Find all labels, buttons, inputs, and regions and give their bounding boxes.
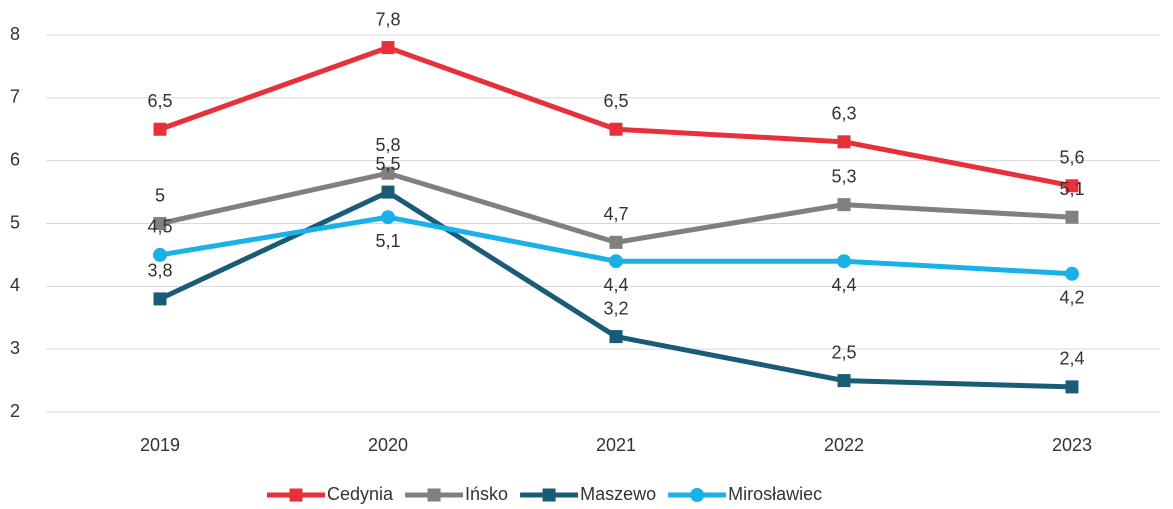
data-label: 6,5 <box>147 91 172 111</box>
data-label: 4,4 <box>603 275 628 295</box>
data-label: 5,1 <box>375 231 400 251</box>
y-tick-label: 3 <box>10 338 20 358</box>
y-tick-label: 8 <box>10 24 20 44</box>
marker <box>609 122 623 136</box>
legend-label: Cedynia <box>327 484 394 504</box>
data-label: 7,8 <box>375 9 400 29</box>
x-tick-label: 2022 <box>824 435 864 455</box>
marker <box>1065 266 1079 281</box>
marker <box>153 217 167 230</box>
data-label: 6,3 <box>831 104 856 124</box>
data-label: 2,4 <box>1059 349 1084 369</box>
data-label: 3,8 <box>147 261 172 281</box>
marker <box>153 122 167 136</box>
series-line <box>159 45 1073 189</box>
data-label: 5,3 <box>831 166 856 186</box>
y-tick-label: 5 <box>10 212 20 232</box>
legend-label: Mirosławiec <box>728 484 822 504</box>
data-label: 4,2 <box>1059 288 1084 308</box>
legend-label: Ińsko <box>465 484 508 504</box>
data-label: 5,8 <box>375 135 400 155</box>
data-label: 2,5 <box>831 342 856 362</box>
marker <box>381 185 395 199</box>
legend-label: Maszewo <box>580 484 656 504</box>
x-tick-label: 2023 <box>1052 435 1092 455</box>
y-tick-label: 4 <box>10 275 20 295</box>
marker <box>837 254 851 269</box>
marker <box>1065 380 1079 394</box>
data-label: 5,5 <box>375 154 400 174</box>
marker <box>381 210 395 225</box>
data-label: 5,6 <box>1059 148 1084 168</box>
y-tick-label: 7 <box>10 87 20 107</box>
data-label: 5 <box>155 185 165 205</box>
data-label: 5,1 <box>1059 179 1084 199</box>
marker <box>609 254 623 269</box>
x-tick-label: 2021 <box>596 435 636 455</box>
legend-marker <box>427 488 441 502</box>
data-label: 3,2 <box>603 298 628 318</box>
marker <box>381 166 395 180</box>
legend-marker <box>690 488 705 502</box>
marker <box>381 41 395 55</box>
y-tick-label: 2 <box>10 401 20 421</box>
marker <box>609 235 623 249</box>
x-tick-label: 2020 <box>368 435 408 455</box>
marker <box>153 247 167 262</box>
data-label: 6,5 <box>603 91 628 111</box>
y-tick-label: 6 <box>10 149 20 169</box>
marker <box>837 374 851 388</box>
legend-marker <box>542 488 556 502</box>
marker <box>153 292 167 306</box>
legend-marker <box>289 488 303 502</box>
data-label: 4,5 <box>147 217 172 237</box>
data-label: 4,7 <box>603 204 628 224</box>
x-tick-label: 2019 <box>140 435 180 455</box>
data-label: 4,4 <box>831 275 856 295</box>
marker <box>609 330 623 344</box>
marker <box>837 135 851 149</box>
marker <box>1065 179 1079 193</box>
marker <box>1065 210 1079 224</box>
marker <box>837 198 851 212</box>
